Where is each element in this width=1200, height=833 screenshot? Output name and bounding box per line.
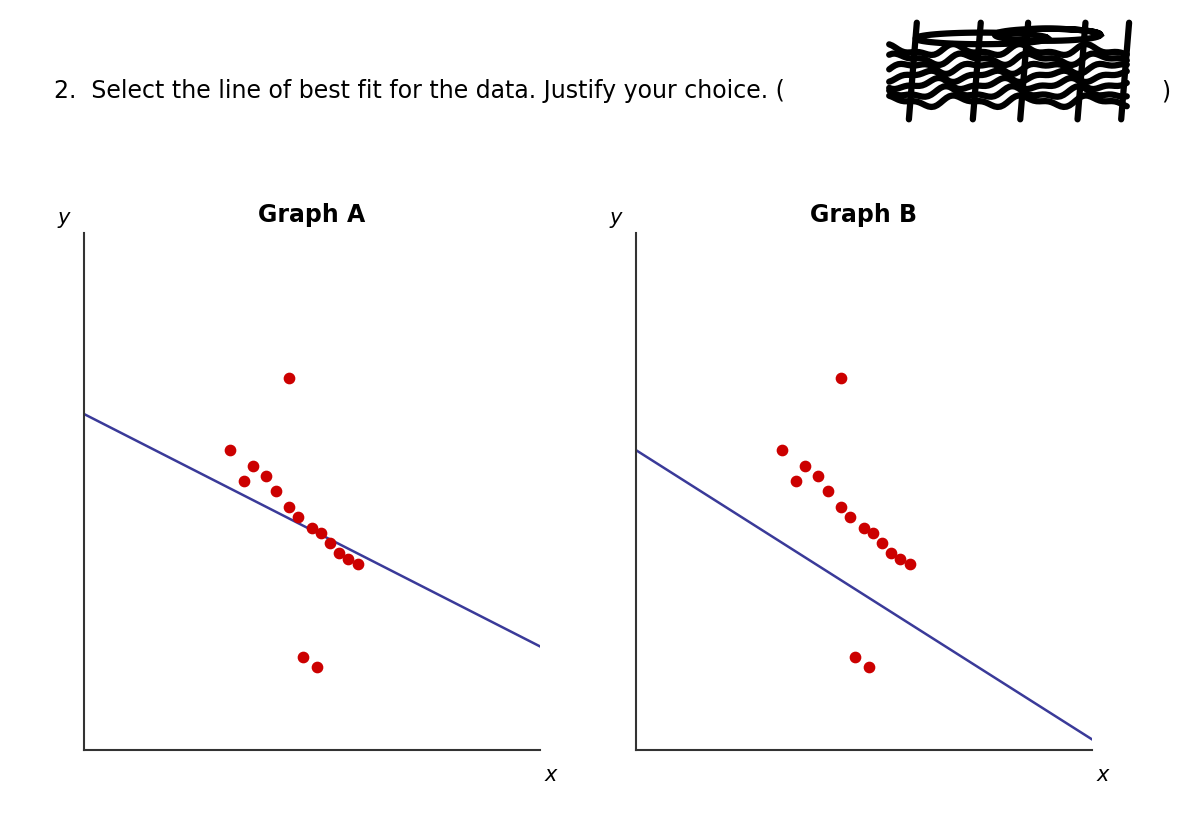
Point <box>338 552 358 566</box>
Text: y: y <box>58 208 71 228</box>
Title: Graph B: Graph B <box>810 203 918 227</box>
Point <box>280 372 299 385</box>
Point <box>280 501 299 514</box>
Point <box>302 521 322 534</box>
Text: x: x <box>545 766 557 786</box>
Point <box>221 443 240 456</box>
Point <box>348 557 367 571</box>
Point <box>872 536 892 550</box>
Point <box>900 557 919 571</box>
Point <box>809 469 828 482</box>
Point <box>859 661 878 674</box>
Point <box>832 501 851 514</box>
Point <box>312 526 331 540</box>
Text: 2.  Select the line of best fit for the data. Justify your choice. (: 2. Select the line of best fit for the d… <box>54 79 785 103</box>
Point <box>320 536 340 550</box>
Point <box>864 526 883 540</box>
Point <box>244 459 263 472</box>
Title: Graph A: Graph A <box>258 203 366 227</box>
Point <box>854 521 874 534</box>
Point <box>307 661 326 674</box>
Point <box>773 443 792 456</box>
Point <box>832 372 851 385</box>
Point <box>289 511 308 524</box>
Point <box>845 650 864 663</box>
Point <box>330 546 349 560</box>
Point <box>882 546 901 560</box>
Point <box>257 469 276 482</box>
Point <box>234 475 253 488</box>
Point <box>796 459 815 472</box>
Point <box>890 552 910 566</box>
Text: x: x <box>1097 766 1109 786</box>
Text: ): ) <box>1162 79 1171 103</box>
Point <box>266 485 286 498</box>
Text: y: y <box>610 208 623 228</box>
Point <box>293 650 312 663</box>
Point <box>841 511 860 524</box>
Point <box>818 485 838 498</box>
Point <box>786 475 805 488</box>
